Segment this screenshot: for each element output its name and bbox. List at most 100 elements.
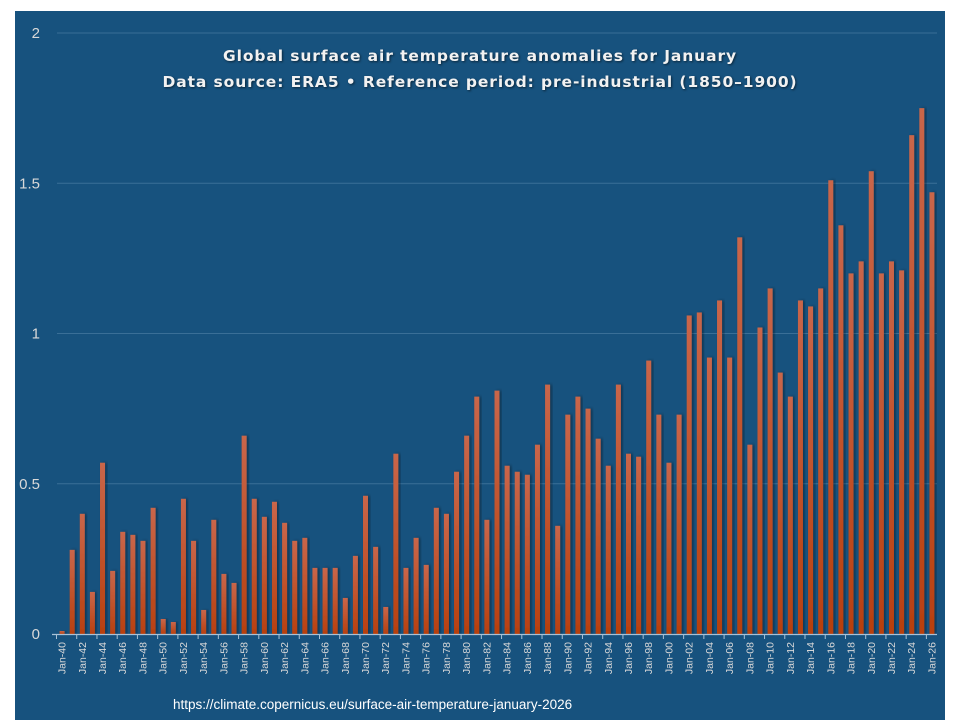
bar-jan-23 bbox=[899, 270, 905, 634]
x-tick-label: Jan-66 bbox=[320, 642, 332, 674]
x-tick-label: Jan-22 bbox=[886, 642, 898, 674]
bar-jan-17 bbox=[838, 225, 844, 634]
bar-jan-21 bbox=[878, 273, 884, 634]
bar-jan-63 bbox=[292, 540, 298, 634]
bar-jan-00 bbox=[666, 462, 672, 634]
bar-jan-05 bbox=[717, 300, 723, 634]
bar-jan-74 bbox=[403, 567, 409, 634]
x-tick-label: Jan-24 bbox=[906, 642, 918, 674]
x-tick-label: Jan-48 bbox=[137, 642, 149, 674]
bar-jan-75 bbox=[413, 537, 419, 634]
x-tick-label: Jan-08 bbox=[744, 642, 756, 674]
x-tick-label: Jan-80 bbox=[461, 642, 473, 674]
bar-jan-61 bbox=[271, 501, 277, 634]
bar-jan-10 bbox=[767, 288, 773, 634]
bar-jan-14 bbox=[808, 306, 814, 634]
x-tick-label: Jan-42 bbox=[77, 642, 89, 674]
x-tick-label: Jan-96 bbox=[623, 642, 635, 674]
bar-jan-22 bbox=[888, 261, 894, 634]
bar-jan-47 bbox=[130, 534, 136, 634]
bar-jan-15 bbox=[818, 288, 824, 634]
bar-jan-24 bbox=[909, 135, 915, 635]
bar-jan-55 bbox=[211, 519, 217, 634]
x-tick-label: Jan-18 bbox=[846, 642, 858, 674]
x-tick-label: Jan-04 bbox=[704, 642, 716, 674]
bar-jan-06 bbox=[727, 357, 733, 634]
bar-jan-49 bbox=[150, 507, 156, 634]
x-tick-label: Jan-58 bbox=[239, 642, 251, 674]
bar-jan-92 bbox=[585, 408, 591, 634]
x-tick-label: Jan-78 bbox=[441, 642, 453, 674]
bar-jan-97 bbox=[636, 456, 642, 634]
bar-jan-13 bbox=[797, 300, 803, 634]
y-tick-label: 1.5 bbox=[19, 175, 40, 192]
x-tick-label: Jan-82 bbox=[481, 642, 493, 674]
bar-jan-44 bbox=[100, 462, 106, 634]
x-tick-label: Jan-10 bbox=[765, 642, 777, 674]
bars bbox=[59, 108, 935, 635]
bar-jan-04 bbox=[706, 357, 712, 634]
source-url: https://climate.copernicus.eu/surface-ai… bbox=[173, 697, 573, 712]
bar-jan-99 bbox=[656, 414, 662, 634]
bar-jan-71 bbox=[373, 546, 379, 634]
bar-jan-78 bbox=[443, 513, 449, 634]
x-tick-label: Jan-40 bbox=[57, 642, 69, 674]
x-tick-label: Jan-00 bbox=[663, 642, 675, 674]
bar-jan-85 bbox=[514, 471, 520, 634]
bar-jan-73 bbox=[393, 453, 399, 634]
bar-jan-03 bbox=[696, 312, 702, 634]
x-tick-label: Jan-94 bbox=[603, 642, 615, 674]
x-tick-label: Jan-62 bbox=[279, 642, 291, 674]
bar-jan-62 bbox=[282, 522, 288, 634]
x-tick-label: Jan-46 bbox=[117, 642, 129, 674]
bar-jan-82 bbox=[484, 519, 490, 634]
bar-jan-02 bbox=[686, 315, 692, 634]
bar-jan-68 bbox=[342, 597, 348, 634]
bar-jan-95 bbox=[615, 384, 621, 634]
x-tick-label: Jan-56 bbox=[218, 642, 230, 674]
x-tick-label: Jan-76 bbox=[421, 642, 433, 674]
bar-jan-69 bbox=[352, 555, 358, 634]
bar-jan-51 bbox=[170, 621, 176, 634]
x-axis-tick-labels: Jan-40 Jan-42 Jan-44 Jan-46 Jan-48 Jan-50 Jan-… bbox=[57, 642, 939, 674]
bar-jan-80 bbox=[464, 435, 470, 634]
bar-jan-94 bbox=[605, 465, 611, 634]
x-tick-label: Jan-74 bbox=[400, 642, 412, 674]
bar-jan-50 bbox=[160, 618, 166, 634]
bar-jan-12 bbox=[787, 396, 793, 634]
bar-jan-45 bbox=[110, 570, 116, 634]
bar-jan-88 bbox=[545, 384, 551, 634]
bar-jan-84 bbox=[504, 465, 510, 634]
x-tick-label: Jan-20 bbox=[866, 642, 878, 674]
bar-jan-81 bbox=[474, 396, 480, 634]
x-tick-label: Jan-84 bbox=[502, 642, 514, 674]
x-tick-label: Jan-98 bbox=[643, 642, 655, 674]
x-tick-label: Jan-92 bbox=[583, 642, 595, 674]
bar-jan-58 bbox=[241, 435, 247, 634]
bar-jan-60 bbox=[261, 516, 267, 634]
bar-jan-57 bbox=[231, 582, 237, 634]
y-tick-label: 0.5 bbox=[19, 476, 40, 493]
bar-jan-89 bbox=[555, 525, 561, 634]
bar-jan-25 bbox=[919, 108, 925, 634]
x-tick-label: Jan-72 bbox=[380, 642, 392, 674]
bar-jan-90 bbox=[565, 414, 571, 634]
bar-jan-20 bbox=[868, 171, 874, 635]
x-tick-label: Jan-90 bbox=[562, 642, 574, 674]
bar-jan-67 bbox=[332, 567, 338, 634]
bar-jan-19 bbox=[858, 261, 864, 634]
bar-jan-70 bbox=[363, 495, 369, 634]
bar-jan-93 bbox=[595, 438, 601, 634]
bar-jan-43 bbox=[89, 591, 95, 634]
bar-jan-09 bbox=[757, 327, 763, 634]
x-tick-label: Jan-52 bbox=[178, 642, 190, 674]
bar-jan-08 bbox=[747, 444, 753, 634]
x-tick-label: Jan-12 bbox=[785, 642, 797, 674]
bar-jan-87 bbox=[534, 444, 540, 634]
x-tick-label: Jan-86 bbox=[522, 642, 534, 674]
x-tick-label: Jan-44 bbox=[97, 642, 109, 674]
bar-jan-48 bbox=[140, 540, 146, 634]
bar-jan-46 bbox=[120, 531, 126, 634]
chart-subtitle: Data source: ERA5 • Reference period: pr… bbox=[162, 73, 798, 91]
bar-jan-16 bbox=[828, 180, 834, 634]
